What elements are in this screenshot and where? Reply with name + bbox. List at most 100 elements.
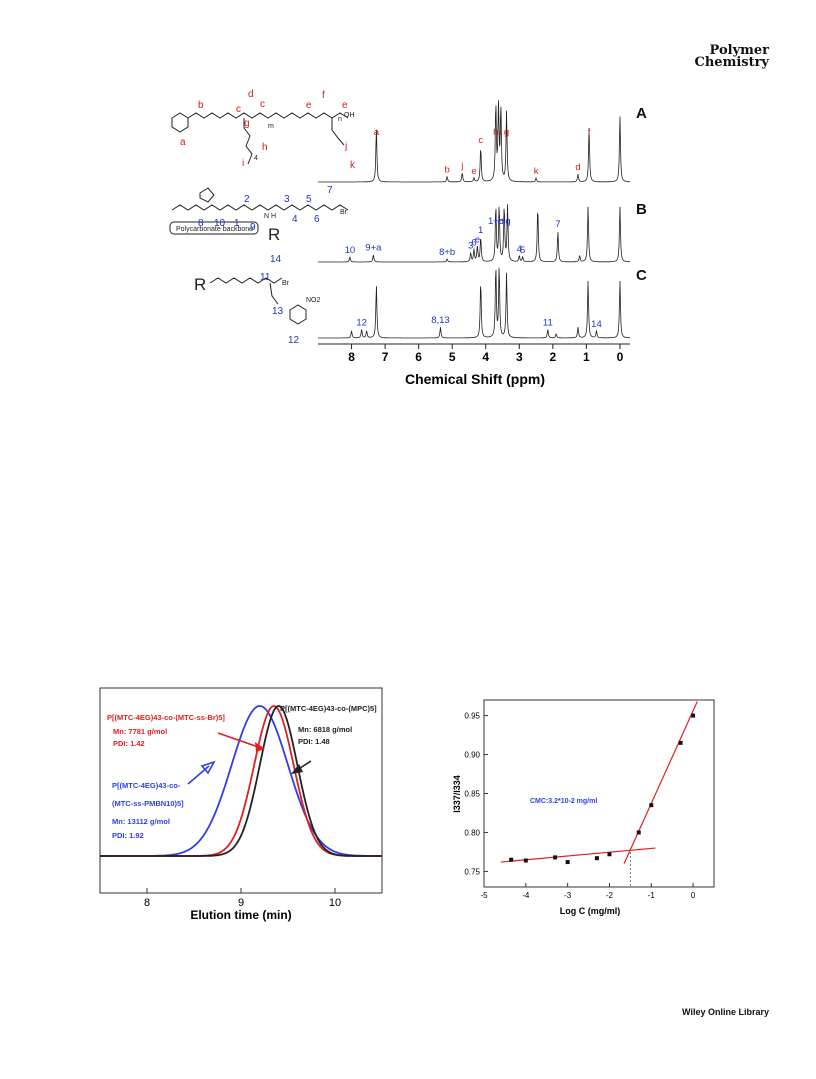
peak-label: h (493, 127, 498, 138)
nmr-x-axis: 8 7 6 5 4 3 2 1 0 (318, 343, 630, 364)
structure-a-letters: a b c d c g h i e f e j k (180, 89, 356, 171)
legend-red-mn: Mn: 7781 g/mol (113, 727, 167, 736)
cmc-y-tick-label: 0.85 (464, 790, 480, 799)
arrowhead-red (255, 742, 265, 752)
publisher-footer: Wiley Online Library (682, 1007, 769, 1017)
nmr-x-tick-label: 0 (617, 350, 624, 364)
peak-label: 8,13 (431, 315, 450, 326)
struct-label: 4 (292, 214, 298, 225)
legend-black-pdi: PDI: 1.48 (298, 737, 330, 746)
struct-label: b (198, 100, 204, 111)
peak-label: 14 (591, 319, 602, 330)
cmc-data-point (553, 855, 558, 860)
legend-blue-title-2: (MTC-ss-PMBN10)5] (112, 799, 184, 808)
struct-label: f (322, 90, 325, 101)
struct-label: 13 (272, 306, 284, 317)
gpc-x-tick-label: 8 (144, 897, 150, 909)
peak-label: 3 (468, 241, 473, 252)
cmc-x-tick-label: -5 (480, 891, 488, 900)
structure-a-atoms: m n OH 4 (254, 112, 355, 162)
peak-label: d (575, 162, 580, 173)
cmc-data-point (649, 803, 654, 808)
legend-arrows (187, 732, 312, 785)
struct-label: e (342, 100, 348, 111)
cmc-x-tick-label: -2 (606, 891, 614, 900)
struct-label: 12 (288, 335, 300, 346)
nmr-x-tick-label: 5 (449, 350, 456, 364)
cmc-x-tick-label: -3 (564, 891, 572, 900)
peak-label: 7 (555, 219, 560, 230)
nmr-x-tick-label: 8 (348, 350, 355, 364)
struct-label: g (244, 118, 250, 129)
struct-label: j (344, 141, 347, 152)
legend-red-title: P[(MTC-4EG)43-co-(MTC-ss-Br)5] (107, 713, 225, 722)
cmc-fit-line-1 (623, 701, 698, 864)
atom-label: Br (282, 280, 290, 287)
nmr-x-tick-label: 1 (583, 350, 590, 364)
struct-label: 9 (250, 222, 256, 233)
struct-label: 3 (284, 194, 290, 205)
nmr-x-tick-label: 4 (482, 350, 489, 364)
peak-label: 6 (471, 238, 476, 249)
struct-label: a (180, 137, 186, 148)
structure-c-numbers: 14 11 13 12 (260, 254, 300, 346)
struct-label: k (350, 160, 356, 171)
nmr-spectrum-a (318, 100, 630, 183)
cmc-data-point (636, 830, 641, 835)
gpc-series-2 (100, 705, 382, 857)
struct-label: c (236, 104, 241, 115)
structure-c (209, 277, 307, 325)
atom-label: 4 (254, 155, 258, 162)
struct-label: e (306, 100, 312, 111)
panel-label-b: B (636, 201, 647, 218)
arrowhead-black (291, 764, 303, 774)
gpc-curves (100, 705, 382, 857)
cmc-data-point (691, 713, 696, 718)
struct-label: 11 (260, 272, 271, 283)
atom-label: OH (344, 112, 355, 119)
struct-label: 2 (244, 194, 250, 205)
struct-label: 5 (306, 194, 312, 205)
journal-name: Polymer Chemistry (694, 44, 770, 70)
structure-b-numbers: 8 10 1 2 3 4 5 6 7 9 (198, 185, 333, 233)
journal-name-line2: Chemistry (694, 55, 770, 70)
arrowhead-blue (200, 760, 216, 775)
cmc-y-tick-label: 0.90 (464, 751, 480, 760)
legend-blue-pdi: PDI: 1.92 (112, 831, 144, 840)
arrow-red (217, 732, 262, 749)
gpc-figure: 8 9 10 Elution time (min) P[(MTC-4EG)43-co… (99, 687, 383, 922)
peak-label: g (504, 127, 509, 138)
cmc-data-point (607, 852, 612, 857)
cmc-y-tick-label: 0.95 (464, 712, 480, 721)
peak-label: 12 (356, 317, 367, 328)
peak-label: c (478, 135, 483, 146)
legend-black-title: P[(MTC-4EG)43-co-(MPC)5] (280, 704, 377, 713)
struct-label: d (248, 89, 254, 100)
peak-label: j (460, 161, 463, 172)
peak-label: i+g (498, 216, 511, 227)
struct-label: c (260, 99, 265, 110)
nmr-x-tick-label: 6 (415, 350, 422, 364)
backbone-box-label: Polycarbonate backbone (176, 226, 253, 233)
cmc-y-tick-label: 0.75 (464, 867, 480, 876)
gpc-x-tick-label: 10 (329, 897, 341, 909)
peak-label: i (500, 127, 502, 138)
cmc-figure: -5 -4 -3 -2 -1 0 0.75 0.80 0.85 0.90 0.95 Log C (m… (452, 699, 715, 916)
atom-label: N H (264, 213, 276, 220)
structure-b (169, 187, 349, 235)
nmr-x-tick-label: 7 (382, 350, 389, 364)
peak-label: a (374, 127, 380, 138)
panel-label-a: A (636, 105, 647, 122)
panel-label-c: C (636, 267, 647, 284)
arrow-blue (187, 765, 210, 785)
peak-label: 11 (543, 317, 553, 328)
nmr-figure: a b c d c g h i e f e j k m n OH 4 Polyc… (169, 89, 647, 387)
legend-red-pdi: PDI: 1.42 (113, 739, 145, 748)
peak-label: e (475, 235, 480, 246)
legend-blue-mn: Mn: 13112 g/mol (112, 817, 170, 826)
r-group-b: R (268, 225, 280, 244)
nmr-x-tick-label: 3 (516, 350, 523, 364)
cmc-data-point (594, 856, 599, 861)
peak-label: e (471, 166, 476, 177)
